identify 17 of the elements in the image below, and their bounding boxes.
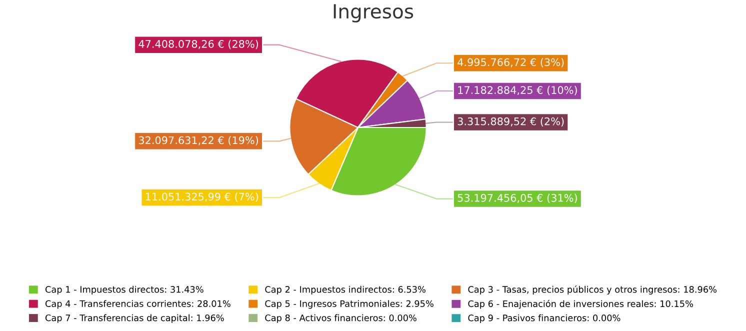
data-label: 47.408.078,26 € (28%)	[138, 40, 258, 50]
data-label: 32.097.631,22 € (19%)	[138, 136, 258, 146]
legend-label: Cap 8 - Activos financieros: 0.00%	[265, 314, 416, 323]
data-label: 4.995.766,72 € (3%)	[458, 58, 564, 68]
data-label: 53.197.456,05 € (31%)	[458, 194, 577, 204]
data-label: 3.315.889,52 € (2%)	[458, 117, 564, 126]
legend-label: Cap 4 - Transferencias corrientes: 28.01%	[45, 300, 230, 309]
legend-label: Cap 7 - Transferencias de capital: 1.96%	[45, 314, 224, 323]
data-label: 11.051.325,99 € (7%)	[146, 192, 258, 202]
legend-label: Cap 9 - Pasivos financieros: 0.00%	[468, 314, 620, 323]
legend-label: Cap 3 - Tasas, precios públicos y otros ingresos: 18.96%	[468, 286, 717, 295]
data-label: 17.182.884,25 € (10%)	[458, 86, 577, 96]
legend-label: Cap 6 - Enajenación de inversiones reales: 10.15%	[468, 300, 693, 309]
legend-label: Cap 2 - Impuestos indirectos: 6.53%	[265, 286, 426, 295]
legend-label: Cap 1 - Impuestos directos: 31.43%	[45, 286, 204, 295]
legend-label: Cap 5 - Ingresos Patrimoniales: 2.95%	[265, 300, 434, 309]
chart-title: Ingresos	[334, 4, 414, 22]
